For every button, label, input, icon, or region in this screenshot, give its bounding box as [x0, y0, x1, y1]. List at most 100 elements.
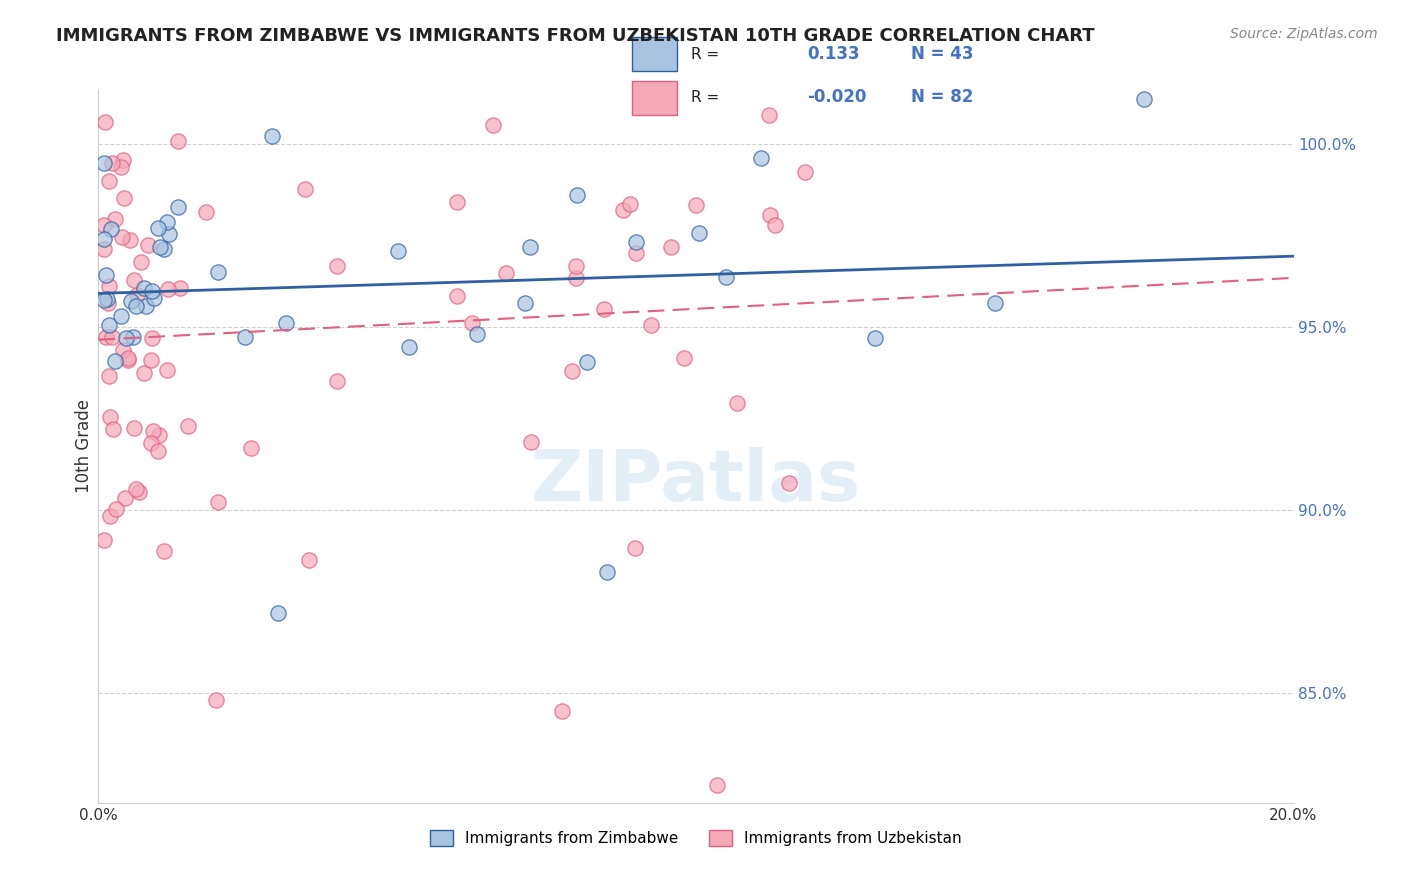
Point	[387, 244, 409, 258]
Point	[132, 367, 155, 381]
Point	[136, 238, 159, 252]
Point	[576, 355, 599, 369]
Point	[565, 187, 588, 202]
Text: R =: R =	[690, 46, 718, 62]
Text: N = 82: N = 82	[911, 88, 973, 106]
Text: 0.133: 0.133	[807, 45, 860, 63]
Point	[167, 200, 190, 214]
Point	[167, 134, 190, 148]
Y-axis label: 10th Grade: 10th Grade	[75, 399, 93, 493]
Point	[104, 212, 127, 227]
Point	[93, 533, 115, 547]
Point	[110, 161, 132, 175]
Point	[157, 227, 180, 241]
Point	[122, 421, 145, 435]
Point	[513, 296, 536, 310]
Point	[101, 330, 124, 344]
Point	[104, 354, 127, 368]
Point	[520, 435, 543, 450]
Point	[142, 424, 165, 438]
Point	[120, 233, 142, 247]
Point	[612, 202, 634, 217]
Point	[111, 153, 134, 168]
Point	[749, 151, 772, 165]
Point	[105, 502, 128, 516]
Point	[204, 693, 226, 707]
Point	[148, 240, 170, 254]
Point	[395, 45, 418, 59]
Point	[148, 221, 170, 235]
Point	[117, 351, 139, 365]
Point	[117, 353, 139, 368]
Point	[141, 331, 163, 345]
Point	[626, 246, 648, 260]
Point	[865, 331, 887, 345]
Point	[153, 243, 176, 257]
Point	[793, 165, 815, 179]
FancyBboxPatch shape	[633, 81, 678, 115]
Point	[688, 227, 710, 241]
Point	[98, 318, 121, 332]
Point	[398, 340, 420, 354]
Point	[111, 229, 134, 244]
Point	[260, 128, 283, 143]
Point	[94, 115, 117, 129]
Point	[93, 155, 115, 169]
Point	[128, 485, 150, 500]
Point	[110, 309, 132, 323]
Point	[125, 482, 148, 496]
Point	[142, 292, 165, 306]
Point	[194, 205, 217, 219]
Point	[156, 215, 179, 229]
Point	[626, 235, 648, 250]
Point	[565, 271, 588, 285]
Point	[519, 240, 541, 254]
Point	[326, 259, 349, 273]
Point	[326, 374, 349, 388]
Point	[673, 351, 696, 365]
Point	[96, 292, 118, 306]
Point	[94, 268, 117, 282]
Point	[685, 198, 707, 212]
Point	[155, 362, 177, 376]
Point	[725, 395, 748, 409]
Point	[93, 242, 115, 256]
Text: IMMIGRANTS FROM ZIMBABWE VS IMMIGRANTS FROM UZBEKISTAN 10TH GRADE CORRELATION CH: IMMIGRANTS FROM ZIMBABWE VS IMMIGRANTS F…	[56, 27, 1095, 45]
Point	[100, 156, 122, 170]
Point	[97, 295, 120, 310]
Point	[778, 475, 800, 490]
Point	[758, 107, 780, 121]
Point	[274, 316, 297, 330]
Point	[93, 218, 115, 232]
Point	[122, 273, 145, 287]
Point	[446, 194, 468, 209]
Point	[461, 316, 484, 330]
Point	[100, 221, 122, 235]
Point	[141, 352, 163, 367]
Point	[495, 266, 517, 280]
Point	[482, 118, 505, 132]
Point	[98, 368, 121, 383]
Point	[298, 553, 321, 567]
Point	[101, 422, 124, 436]
Point	[267, 606, 290, 620]
Point	[112, 191, 135, 205]
Point	[763, 218, 786, 232]
Text: Source: ZipAtlas.com: Source: ZipAtlas.com	[1230, 27, 1378, 41]
Point	[120, 293, 142, 308]
Point	[153, 544, 176, 558]
Text: R =: R =	[690, 90, 718, 105]
Point	[640, 318, 662, 332]
Point	[239, 441, 262, 455]
Point	[125, 299, 148, 313]
Point	[984, 296, 1007, 310]
Point	[98, 409, 121, 424]
Point	[125, 288, 148, 302]
Point	[659, 240, 682, 254]
Point	[446, 288, 468, 302]
Point	[706, 777, 728, 791]
Point	[98, 509, 121, 524]
Point	[1133, 92, 1156, 106]
Point	[121, 330, 143, 344]
Point	[177, 419, 200, 434]
